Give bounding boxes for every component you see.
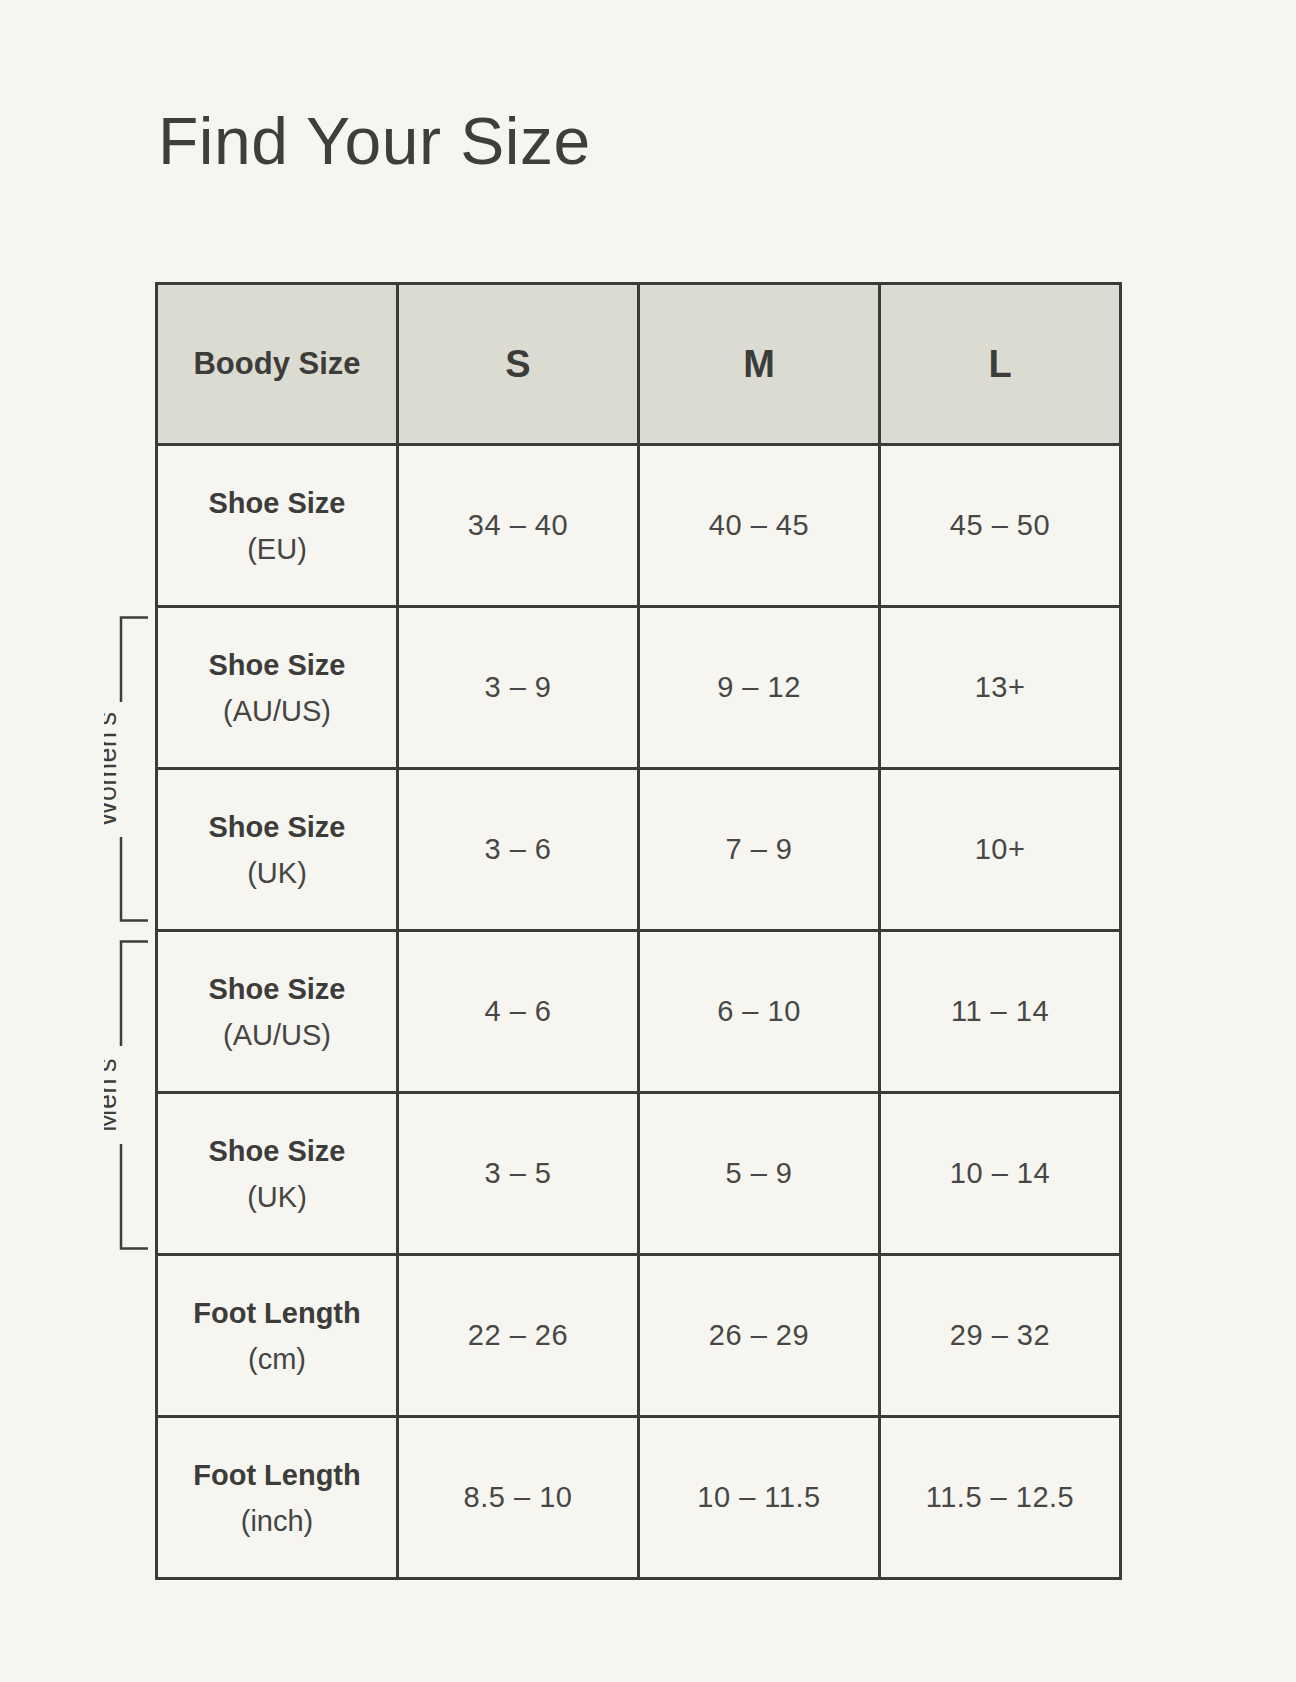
table-row-mens-shoe-size-uk: Shoe Size (UK) 3 – 5 5 – 9 10 – 14 (157, 1093, 1121, 1255)
row-sublabel: (cm) (158, 1336, 396, 1382)
row-label: Shoe Size (158, 966, 396, 1012)
cell-value: 10 – 14 (880, 1093, 1121, 1255)
cell-value: 3 – 5 (398, 1093, 639, 1255)
row-label: Foot Length (158, 1452, 396, 1498)
cell-value: 29 – 32 (880, 1255, 1121, 1417)
table-row-foot-length-cm: Foot Length (cm) 22 – 26 26 – 29 29 – 32 (157, 1255, 1121, 1417)
cell-value: 9 – 12 (639, 607, 880, 769)
cell-value: 13+ (880, 607, 1121, 769)
cell-value: 3 – 6 (398, 769, 639, 931)
row-sublabel: (AU/US) (158, 688, 396, 734)
cell-value: 5 – 9 (639, 1093, 880, 1255)
row-label: Shoe Size (158, 804, 396, 850)
row-label-cell: Shoe Size (AU/US) (157, 931, 398, 1093)
cell-value: 8.5 – 10 (398, 1417, 639, 1579)
table-row-mens-shoe-size-auus: Shoe Size (AU/US) 4 – 6 6 – 10 11 – 14 (157, 931, 1121, 1093)
cell-value: 11.5 – 12.5 (880, 1417, 1121, 1579)
table-row-foot-length-inch: Foot Length (inch) 8.5 – 10 10 – 11.5 11… (157, 1417, 1121, 1579)
cell-value: 10 – 11.5 (639, 1417, 880, 1579)
row-label-cell: Shoe Size (UK) (157, 1093, 398, 1255)
row-label: Shoe Size (158, 1128, 396, 1174)
row-label-cell: Shoe Size (EU) (157, 445, 398, 607)
row-sublabel: (inch) (158, 1498, 396, 1544)
row-label-cell: Foot Length (cm) (157, 1255, 398, 1417)
row-label: Shoe Size (158, 642, 396, 688)
row-sublabel: (UK) (158, 850, 396, 896)
header-cell-boody-size: Boody Size (157, 284, 398, 445)
womens-bracket-label: Women’s (104, 711, 122, 826)
row-sublabel: (AU/US) (158, 1012, 396, 1058)
cell-value: 3 – 9 (398, 607, 639, 769)
page-title: Find Your Size (158, 108, 591, 174)
cell-value: 6 – 10 (639, 931, 880, 1093)
row-sublabel: (EU) (158, 526, 396, 572)
table-row-shoe-size-eu: Shoe Size (EU) 34 – 40 40 – 45 45 – 50 (157, 445, 1121, 607)
table-row-womens-shoe-size-auus: Shoe Size (AU/US) 3 – 9 9 – 12 13+ (157, 607, 1121, 769)
row-sublabel: (UK) (158, 1174, 396, 1220)
cell-value: 40 – 45 (639, 445, 880, 607)
row-label-cell: Foot Length (inch) (157, 1417, 398, 1579)
cell-value: 26 – 29 (639, 1255, 880, 1417)
header-cell-size-m: M (639, 284, 880, 445)
row-label: Shoe Size (158, 480, 396, 526)
header-cell-size-s: S (398, 284, 639, 445)
cell-value: 45 – 50 (880, 445, 1121, 607)
header-cell-size-l: L (880, 284, 1121, 445)
cell-value: 4 – 6 (398, 931, 639, 1093)
cell-value: 11 – 14 (880, 931, 1121, 1093)
cell-value: 34 – 40 (398, 445, 639, 607)
row-label-cell: Shoe Size (UK) (157, 769, 398, 931)
size-guide-page: Find Your Size Women’s Men’s Boody Size … (0, 0, 1296, 1682)
row-label-cell: Shoe Size (AU/US) (157, 607, 398, 769)
cell-value: 10+ (880, 769, 1121, 931)
size-chart-table: Boody Size S M L Shoe Size (EU) 34 – 40 … (155, 282, 1122, 1580)
cell-value: 22 – 26 (398, 1255, 639, 1417)
row-label: Foot Length (158, 1290, 396, 1336)
header-row: Boody Size S M L (157, 284, 1121, 445)
table-row-womens-shoe-size-uk: Shoe Size (UK) 3 – 6 7 – 9 10+ (157, 769, 1121, 931)
cell-value: 7 – 9 (639, 769, 880, 931)
mens-bracket-label: Men’s (104, 1058, 122, 1132)
